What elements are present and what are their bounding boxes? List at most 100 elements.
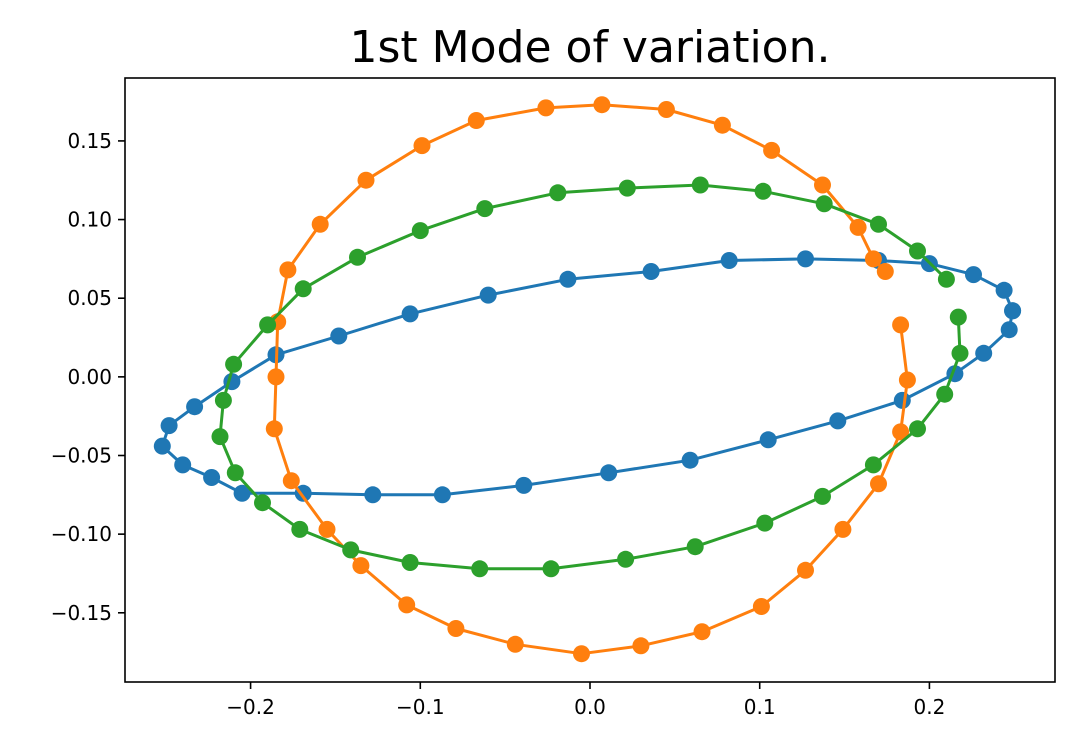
- x-tick-label-4: 0.2: [914, 695, 946, 719]
- series-0-point-18: [203, 469, 221, 486]
- series-0-point-17: [174, 456, 192, 474]
- series-1-point-22: [506, 635, 524, 653]
- series-0-point-16: [153, 437, 171, 455]
- series-2-point-25: [756, 514, 774, 532]
- y-tick-label-1: 0.10: [67, 208, 112, 232]
- series-1-point-11: [357, 171, 375, 189]
- series-2-point-29: [936, 385, 954, 403]
- series-1-point-1: [864, 250, 882, 268]
- series-2-point-30: [951, 344, 969, 362]
- series-2-point-9: [411, 222, 429, 240]
- series-1-point-16: [265, 420, 283, 438]
- series-2-point-7: [549, 184, 567, 202]
- series-2-line: [218, 183, 962, 571]
- y-tick-label-6: −0.15: [51, 601, 112, 625]
- series-0-point-8: [559, 270, 577, 288]
- series-0-line: [160, 257, 1015, 497]
- x-tick-label-2: 0.0: [574, 695, 606, 719]
- series-0-point-26: [759, 431, 777, 449]
- series-1-point-25: [693, 623, 711, 641]
- series-0-point-1: [995, 281, 1013, 299]
- series-1-point-24: [632, 637, 650, 655]
- series-1-point-32: [892, 316, 910, 334]
- axis-layer: −0.2 −0.1 0.0 0.1 0.2 0.15 0.10 0.05 0.00 −0.05 −0…: [51, 129, 946, 719]
- series-1-point-23: [573, 645, 590, 663]
- series-0-point-7: [642, 263, 660, 280]
- series-2-point-31: [949, 308, 967, 326]
- y-tick-label-4: −0.05: [51, 444, 112, 468]
- series-1-point-7: [593, 96, 611, 114]
- series-0-point-10: [401, 305, 419, 323]
- y-tick-label-2: 0.05: [67, 286, 112, 310]
- series-0-point-25: [681, 451, 699, 469]
- y-tick-label-3: 0.00: [67, 365, 112, 389]
- series-2-point-17: [254, 494, 271, 512]
- series-1-point-10: [413, 137, 431, 155]
- series-1-point-15: [267, 368, 285, 386]
- series-2-point-15: [211, 428, 229, 446]
- series-1-point-12: [311, 215, 329, 233]
- series-2-point-13: [225, 355, 243, 373]
- series-2-point-1: [909, 242, 926, 260]
- series-1-point-26: [752, 598, 770, 615]
- series-2-point-14: [214, 391, 232, 409]
- series-0-point-9: [479, 286, 497, 304]
- series-2-point-4: [754, 182, 772, 200]
- x-tick-label-0: −0.2: [226, 695, 275, 719]
- series-0-point-15: [160, 417, 178, 435]
- series-2-point-19: [342, 541, 360, 559]
- series-0-point-14: [186, 398, 204, 416]
- series-2-point-16: [226, 464, 244, 482]
- y-tick-label-5: −0.10: [51, 522, 112, 546]
- series-1-point-6: [657, 101, 675, 118]
- series-1: [265, 96, 916, 663]
- series-2-point-26: [814, 487, 831, 505]
- series-2-point-8: [476, 200, 494, 218]
- series-2-point-0: [937, 270, 955, 288]
- series-0-point-28: [893, 391, 911, 409]
- series-0-point-2: [965, 266, 982, 284]
- series-0-point-21: [364, 486, 382, 504]
- series-1-point-27: [797, 561, 814, 579]
- series-0-point-32: [1004, 302, 1022, 320]
- series-1-point-9: [467, 112, 485, 129]
- series-0-point-11: [330, 327, 348, 345]
- series-1-point-3: [814, 176, 831, 194]
- series-2-point-5: [691, 176, 709, 194]
- series-1-point-31: [898, 371, 916, 389]
- series-1-point-17: [282, 472, 300, 490]
- series-1-point-28: [834, 520, 852, 538]
- series-0-point-31: [1000, 321, 1018, 339]
- series-1-point-30: [892, 423, 910, 441]
- chart-title: 1st Mode of variation.: [350, 22, 831, 73]
- series-0-point-6: [720, 252, 738, 269]
- series-0-point-22: [433, 486, 451, 504]
- series-2-point-22: [542, 560, 560, 578]
- series-2: [211, 176, 969, 578]
- series-1-point-8: [537, 99, 555, 117]
- series-1-point-19: [352, 557, 370, 575]
- series-2-point-6: [618, 179, 636, 197]
- series-2-point-20: [401, 554, 419, 571]
- x-tick-label-3: 0.1: [744, 695, 776, 719]
- series-1-point-21: [447, 620, 465, 637]
- series-2-point-2: [870, 215, 887, 233]
- series-2-point-27: [864, 456, 882, 474]
- series-1-point-18: [318, 520, 336, 538]
- y-tick-label-0: 0.15: [67, 129, 112, 153]
- series-2-point-3: [815, 195, 833, 213]
- series-1-point-0: [876, 263, 894, 280]
- series-0-point-23: [515, 476, 533, 494]
- series-2-point-24: [686, 538, 704, 556]
- series-1-point-2: [849, 218, 867, 236]
- series-2-point-11: [294, 280, 312, 298]
- series-layer: [153, 96, 1022, 663]
- series-0-point-27: [829, 412, 847, 430]
- series-1-point-4: [763, 141, 781, 159]
- series-1-point-13: [279, 261, 297, 279]
- series-2-point-12: [259, 316, 277, 334]
- series-0-point-5: [797, 250, 814, 268]
- series-1-point-5: [713, 116, 731, 134]
- series-1-point-20: [398, 596, 416, 614]
